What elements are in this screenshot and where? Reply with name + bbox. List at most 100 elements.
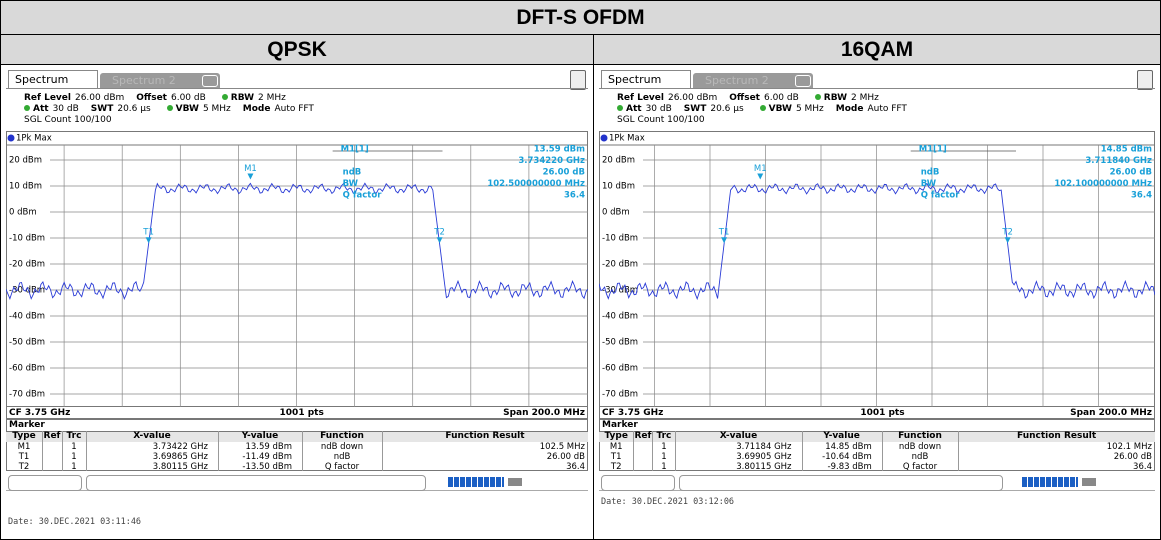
trace-dot (600, 134, 608, 142)
table-header-bg (599, 431, 1155, 442)
y-axis-label: -60 dBm (602, 364, 638, 374)
y-axis-label: -60 dBm (9, 364, 45, 374)
y-axis-label: -40 dBm (602, 312, 638, 322)
param-label: Offset (136, 93, 167, 103)
column-divider (801, 431, 803, 471)
tab: Spectrum (601, 70, 691, 88)
readout-value: 102.100000000 MHz (1054, 179, 1152, 189)
readout-label: M1[1] (919, 145, 947, 155)
column-header: Trc (656, 431, 672, 441)
status-dot (814, 94, 821, 100)
cell-divider (593, 64, 594, 540)
table-cell: M1 (609, 442, 623, 452)
readout-value: 13.59 dBm (534, 145, 585, 155)
param-value: 30 dB (645, 104, 672, 114)
panel-title: 16QAM (593, 34, 1161, 65)
readout-value: 26.00 dB (543, 168, 585, 178)
param-label: Mode (242, 104, 271, 114)
param-value: Auto FFT (274, 104, 314, 114)
points: 1001 pts (279, 408, 324, 418)
table-cell: 102.1 MHz (1106, 442, 1152, 452)
marker-triangle (247, 173, 254, 180)
y-axis-label: -20 dBm (9, 260, 45, 270)
menu-icon (1137, 70, 1153, 90)
param-label: VBW (175, 104, 199, 114)
readout-value: 36.4 (564, 191, 585, 201)
table-cell: T2 (18, 462, 30, 472)
marker-triangle (436, 237, 443, 244)
readout-label: ndB (343, 168, 362, 178)
table-cell: 1 (71, 462, 77, 472)
page-title: DFT-S OFDM (0, 0, 1161, 35)
readout-value: 102.500000000 MHz (487, 179, 585, 189)
date: Date: 30.DEC.2021 03:11:46 (8, 517, 142, 527)
param-label: SWT (683, 104, 707, 114)
column-header: Type (12, 431, 36, 441)
param-label: Mode (835, 104, 864, 114)
progress-bar (448, 477, 505, 487)
status-box (8, 475, 82, 491)
param-line: Att 30 dB SWT 20.6 µs VBW 5 MHz Mode Auto FFT (613, 104, 919, 115)
column-header: Y-value (241, 431, 279, 441)
table-cell: -10.64 dBm (822, 452, 872, 462)
tab-line (6, 88, 588, 89)
table-cell: ndB down (320, 442, 364, 452)
table-cell: Q factor (902, 462, 938, 472)
param-value: 5 MHz (795, 104, 824, 114)
status-dot (759, 105, 766, 111)
param-label: RBW (823, 93, 848, 103)
param-value: 2 MHz (258, 93, 286, 103)
status-box (86, 475, 426, 491)
readout-label: Q factor (921, 191, 961, 201)
y-axis-label: -10 dBm (9, 234, 45, 244)
column-divider (382, 431, 383, 471)
param-value: 5 MHz (202, 104, 231, 114)
progress-bar (1021, 477, 1078, 487)
param-value: 6.00 dB (763, 93, 799, 103)
table-cell: 26.00 dB (546, 452, 585, 462)
status-box (601, 475, 675, 491)
y-axis-label: -10 dBm (602, 234, 638, 244)
table-cell: 1 (71, 442, 77, 452)
column-header: Y-value (823, 431, 860, 441)
column-header: Ref (634, 431, 652, 441)
marker-triangle (757, 173, 764, 180)
center-frequency: CF 3.75 GHz (9, 408, 71, 418)
marker-label: T1 (142, 228, 154, 238)
marker-label: T2 (433, 228, 445, 238)
param-value: SGL Count 100/100 (24, 115, 112, 125)
table-cell: 3.69905 GHz (736, 452, 792, 462)
param-label: Ref Level (24, 93, 71, 103)
table-cell: 13.59 dBm (245, 442, 292, 452)
spectrum-screen: Spectrum Spectrum 2 Ref Level 26.00 dBm Offs… (6, 67, 588, 537)
status-dot (24, 105, 30, 111)
spectrum-plot: 1Pk Max 20 dBm 10 dBm 0 dBm -10 dBm -20 dBm -3… (6, 131, 588, 407)
readout-label: Q factor (343, 191, 383, 201)
marker-label: T1 (718, 228, 730, 238)
table-cell: M1 (17, 442, 31, 452)
param-line: SGL Count 100/100 (24, 115, 116, 126)
param-label: Ref Level (617, 93, 664, 103)
param-line: SGL Count 100/100 (617, 115, 709, 126)
column-header: Function Result (445, 431, 525, 441)
readout-value: 3.711840 GHz (1085, 156, 1152, 166)
table-cell: T1 (18, 452, 30, 462)
table-cell: T2 (610, 462, 622, 472)
param-line: Ref Level 26.00 dBm Offset 6.00 dB RBW 2 MHz (617, 93, 891, 104)
points: 1001 pts (860, 408, 905, 418)
footer-bar (6, 407, 588, 419)
table-cell: ndB (333, 452, 351, 462)
param-value: SGL Count 100/100 (617, 115, 705, 125)
param-line: Att 30 dB SWT 20.6 µs VBW 5 MHz Mode Auto FFT (20, 104, 326, 115)
column-divider (958, 431, 960, 471)
menu-icon (570, 70, 586, 90)
marker-label: M1 (244, 164, 257, 174)
table-cell: Q factor (324, 462, 360, 472)
readout-value: 26.00 dB (1110, 168, 1152, 178)
marker-triangle (145, 237, 152, 244)
column-divider (62, 431, 63, 471)
table-cell: 1 (661, 452, 667, 462)
param-label: VBW (768, 104, 792, 114)
table-cell: 1 (661, 462, 667, 472)
